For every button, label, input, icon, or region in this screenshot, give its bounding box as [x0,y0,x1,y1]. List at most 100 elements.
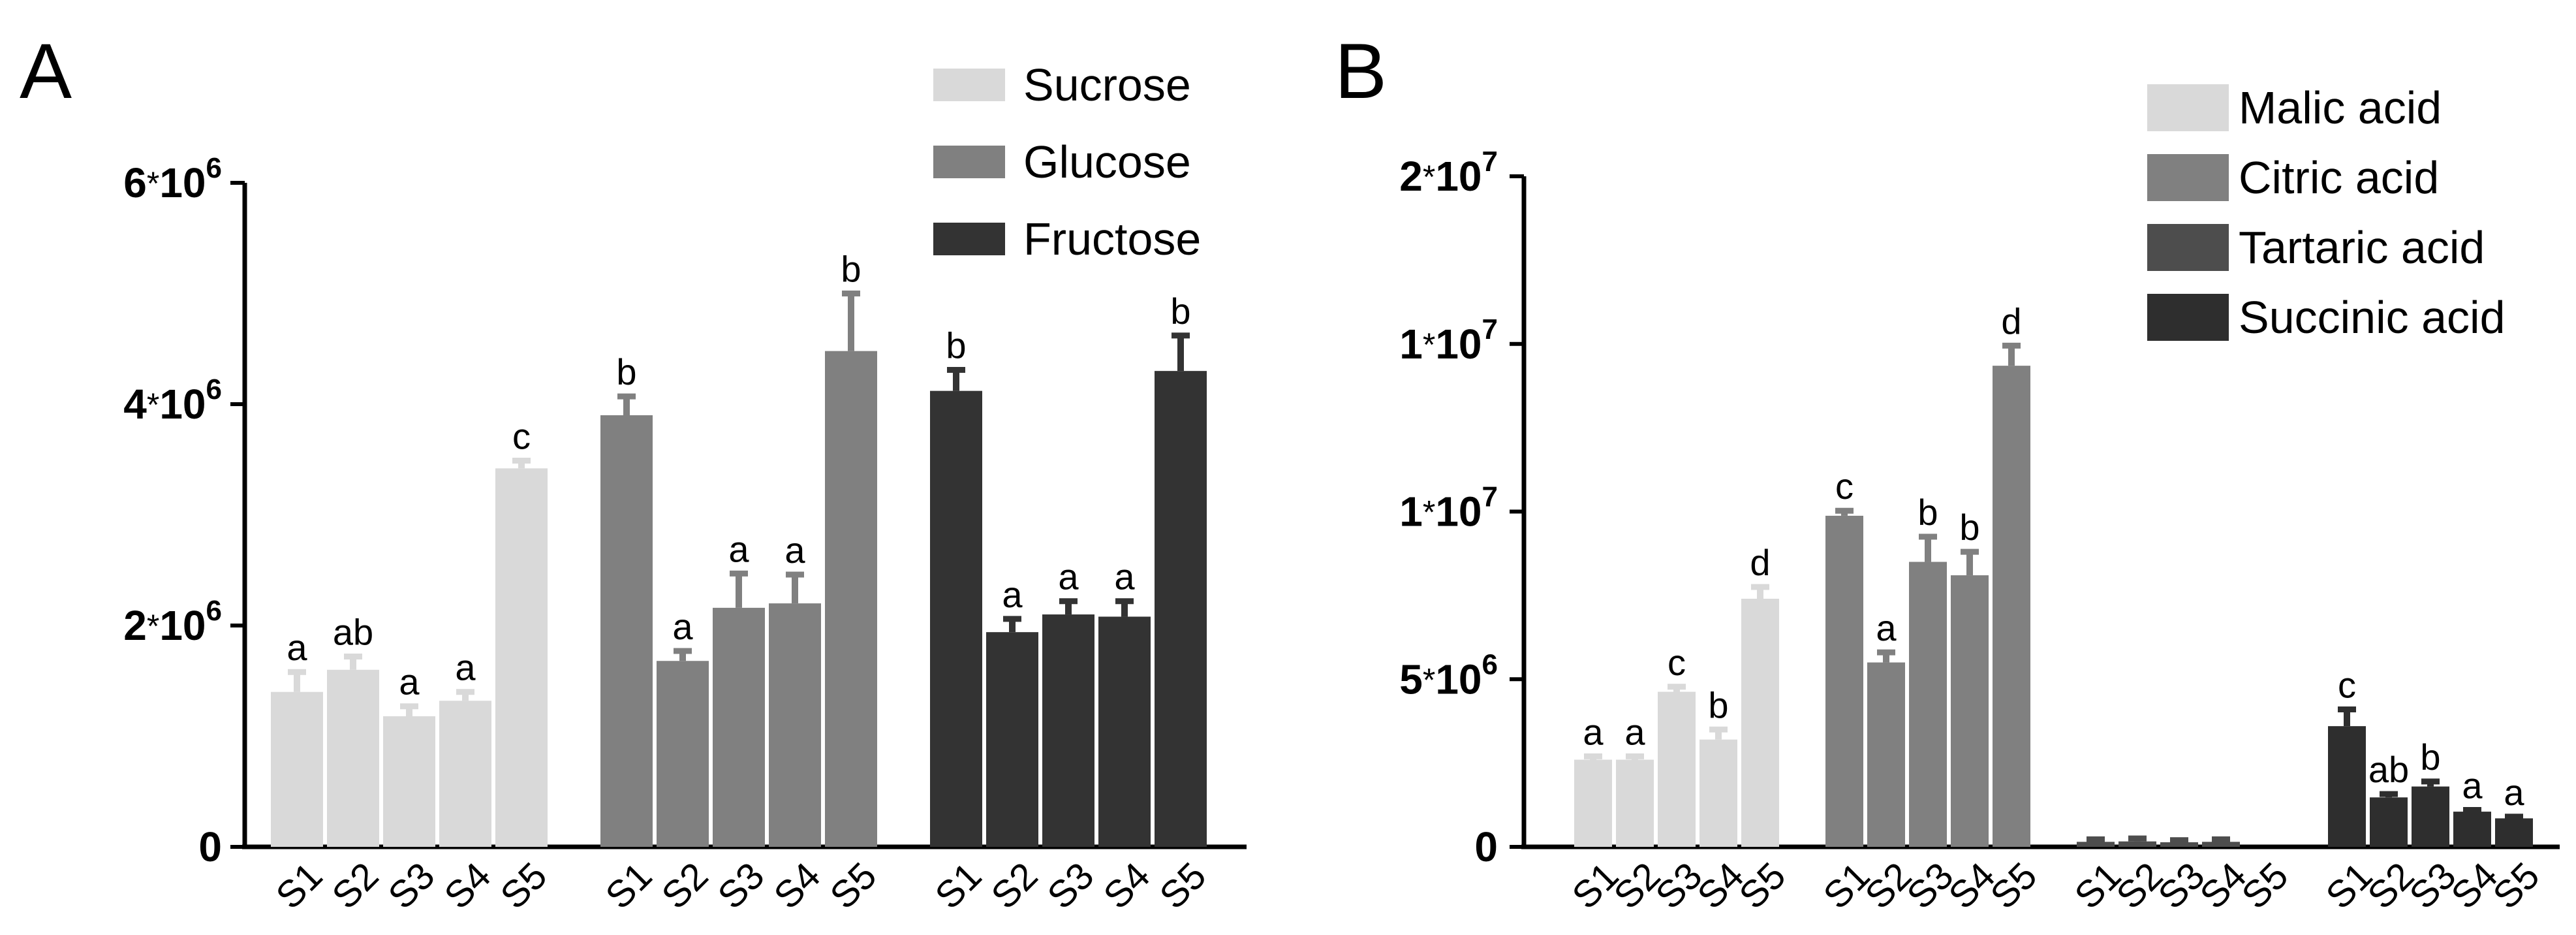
bar [1699,739,1737,847]
bar [2118,841,2156,847]
significance-letter: a [399,661,420,703]
x-tick-label: S5 [492,855,555,917]
y-tick-label: 1*107 [1399,313,1498,368]
x-tick-label: S5 [1151,855,1214,917]
significance-letter: a [2462,765,2483,806]
bar [713,607,765,847]
chart-panel-b: B05*1061*1071*1072*107aS1aS2cS3bS4dS5cS1… [1335,27,2560,917]
chart-panel-a: A02*1064*1066*106aS1abS2aS3aS4cS5bS1aS2a… [20,27,1247,917]
bar [825,351,877,847]
bar [930,390,982,847]
y-tick-label: 1*107 [1399,481,1498,535]
bar [2412,786,2449,847]
bar [2370,797,2408,847]
significance-letter: b [1917,492,1938,533]
significance-letter: b [946,325,966,366]
x-tick-label: S5 [2485,855,2547,917]
bar [769,603,821,847]
bar [1993,366,2030,847]
bar [2077,842,2115,847]
bar [1042,614,1094,847]
significance-letter: a [455,647,476,688]
x-tick-label: S2 [983,855,1046,917]
significance-letter: a [287,627,307,668]
legend: Sucrose Glucose Fructose [933,59,1201,264]
x-tick-label: S2 [324,855,386,917]
significance-letter: a [1114,556,1135,597]
y-tick-label: 4*106 [123,373,222,428]
legend-swatch [2147,84,2229,131]
bar [2160,842,2198,847]
x-tick-label: S4 [436,855,499,917]
legend-swatch [2147,224,2229,271]
bar [439,701,491,847]
significance-letter: ab [333,611,373,652]
significance-letter: c [512,415,531,456]
bar [986,632,1038,847]
significance-letter: b [616,351,636,392]
x-tick-label: S5 [1982,855,2045,917]
x-tick-label: S2 [653,855,716,917]
significance-letter: b [1170,291,1190,332]
series-fructose: b S1 a S2 a S3 a S4 b S5 [927,291,1214,917]
bar [383,716,435,847]
legend-label: Fructose [1023,214,1201,264]
series-glucose: b S1 a S2 a S3 a S4 b S5 [597,249,884,917]
significance-letter: a [728,528,749,569]
legend-label: Sucrose [1023,59,1191,110]
y-tick-label: 0 [1474,823,1498,870]
significance-letter: a [1002,574,1023,615]
x-tick-label: S1 [597,855,660,917]
bar [2453,812,2491,847]
bar [495,468,548,847]
bar [657,661,709,847]
significance-letter: b [2420,737,2440,778]
x-tick-label: S3 [1039,855,1102,917]
bar [2202,842,2240,847]
significance-letter: a [1583,711,1604,752]
significance-letter: d [2001,300,2021,341]
legend-label: Malic acid [2239,82,2442,133]
bar [1909,562,1947,847]
bar [1616,759,1654,847]
y-tick-label: 5*106 [1399,648,1498,703]
significance-letter: c [1835,466,1854,507]
bar [600,415,653,847]
bar [1825,515,1863,847]
bar [1741,599,1779,847]
legend-swatch [933,69,1005,101]
significance-letter: a [1876,607,1897,648]
significance-letter: a [1624,711,1645,752]
bar [2328,726,2366,847]
bar [1574,759,1612,847]
bar [1951,575,1989,847]
bar [1155,371,1207,847]
significance-letter: a [672,606,693,647]
panel-label: B [1335,27,1387,115]
significance-letter: a [2504,772,2524,813]
significance-letter: a [1058,556,1079,597]
bar [271,691,323,847]
x-tick-label: S1 [927,855,989,917]
x-tick-label: S4 [1095,855,1158,917]
y-tick-label: 0 [198,823,222,870]
x-tick-label: S3 [380,855,442,917]
significance-letter: b [1708,684,1728,725]
significance-letter: d [1750,542,1770,583]
bar [2495,818,2533,847]
x-tick-label: S1 [268,855,330,917]
y-tick-label: 6*106 [123,152,222,206]
significance-letter: c [2338,664,2356,705]
legend-swatch [2147,154,2229,201]
legend-swatch [933,146,1005,178]
legend-label: Citric acid [2239,152,2439,203]
y-tick-label: 2*106 [123,595,222,649]
legend-label: Succinic acid [2239,292,2506,343]
series-sucrose: a S1 ab S2 a S3 a S4 c S5 [268,415,555,917]
x-tick-label: S3 [709,855,772,917]
bar [1867,662,1905,847]
